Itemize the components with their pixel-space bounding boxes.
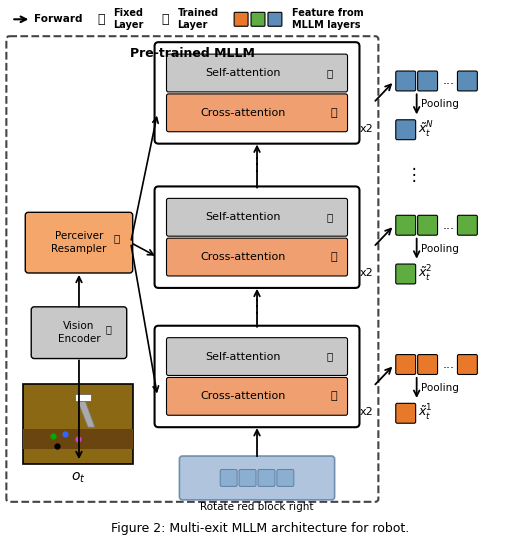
FancyBboxPatch shape [258, 469, 275, 486]
FancyBboxPatch shape [166, 54, 347, 92]
Text: 🔒: 🔒 [327, 351, 333, 362]
FancyBboxPatch shape [154, 326, 359, 427]
Bar [23, 385, 133, 464]
FancyBboxPatch shape [154, 42, 359, 144]
Text: Self-attention: Self-attention [205, 68, 281, 78]
FancyBboxPatch shape [251, 13, 265, 26]
FancyBboxPatch shape [166, 199, 347, 236]
FancyBboxPatch shape [239, 469, 256, 486]
FancyBboxPatch shape [25, 212, 133, 273]
Text: Cross-attention: Cross-attention [200, 252, 285, 262]
FancyBboxPatch shape [418, 71, 437, 91]
Text: x2: x2 [359, 407, 373, 417]
Text: ⋮: ⋮ [406, 166, 422, 184]
FancyBboxPatch shape [277, 469, 294, 486]
Text: Perceiver
Resampler: Perceiver Resampler [51, 231, 107, 254]
FancyBboxPatch shape [396, 215, 415, 235]
Text: $\tilde{x}_t^1$: $\tilde{x}_t^1$ [418, 403, 433, 423]
FancyBboxPatch shape [396, 264, 415, 284]
Text: Vision
Encoder: Vision Encoder [58, 322, 100, 344]
Text: $\tilde{x}_t^2$: $\tilde{x}_t^2$ [418, 264, 433, 284]
FancyBboxPatch shape [154, 187, 359, 288]
Text: ...: ... [443, 75, 455, 88]
Text: $\tilde{x}_t^N$: $\tilde{x}_t^N$ [418, 120, 434, 140]
FancyBboxPatch shape [458, 355, 477, 374]
FancyBboxPatch shape [179, 456, 334, 500]
Text: 🔥: 🔥 [330, 391, 337, 401]
Text: Pooling: Pooling [421, 244, 459, 254]
Text: Self-attention: Self-attention [205, 351, 281, 362]
Text: ...: ... [443, 219, 455, 232]
FancyBboxPatch shape [166, 378, 347, 415]
Text: 🔒: 🔒 [327, 212, 333, 222]
Text: ...: ... [443, 358, 455, 371]
FancyBboxPatch shape [166, 94, 347, 132]
FancyBboxPatch shape [458, 71, 477, 91]
FancyBboxPatch shape [418, 215, 437, 235]
Bar [23, 429, 133, 449]
Text: ⋮: ⋮ [248, 298, 266, 316]
Text: Cross-attention: Cross-attention [200, 391, 285, 401]
FancyBboxPatch shape [31, 307, 127, 358]
FancyBboxPatch shape [396, 71, 415, 91]
FancyBboxPatch shape [234, 13, 248, 26]
Text: 🔥: 🔥 [330, 252, 337, 262]
FancyBboxPatch shape [6, 36, 379, 502]
Text: ⋮: ⋮ [248, 156, 266, 174]
Text: $o_t$: $o_t$ [71, 471, 85, 485]
Text: Pooling: Pooling [421, 100, 459, 109]
Text: Rotate red block right: Rotate red block right [200, 502, 314, 512]
Bar [75, 394, 91, 401]
Text: x2: x2 [359, 268, 373, 278]
FancyBboxPatch shape [418, 355, 437, 374]
Text: 🔥: 🔥 [114, 234, 120, 244]
Text: 🔒: 🔒 [327, 68, 333, 78]
Text: 🔥: 🔥 [162, 13, 169, 26]
Text: Cross-attention: Cross-attention [200, 108, 285, 118]
Text: Forward: Forward [34, 14, 83, 24]
Text: 🔒: 🔒 [97, 13, 105, 26]
FancyBboxPatch shape [268, 13, 282, 26]
Polygon shape [75, 394, 95, 427]
Text: Pre-trained MLLM: Pre-trained MLLM [130, 47, 255, 60]
Text: Trained
Layer: Trained Layer [177, 9, 218, 30]
FancyBboxPatch shape [396, 355, 415, 374]
FancyBboxPatch shape [458, 215, 477, 235]
Text: Self-attention: Self-attention [205, 212, 281, 222]
FancyBboxPatch shape [396, 403, 415, 423]
FancyBboxPatch shape [166, 338, 347, 375]
Text: Pooling: Pooling [421, 383, 459, 393]
Text: 🔒: 🔒 [106, 324, 112, 333]
FancyBboxPatch shape [220, 469, 237, 486]
Text: x2: x2 [359, 123, 373, 134]
Text: 🔥: 🔥 [330, 108, 337, 118]
Text: Fixed
Layer: Fixed Layer [113, 9, 143, 30]
Text: Figure 2: Multi-exit MLLM architecture for robot.: Figure 2: Multi-exit MLLM architecture f… [111, 522, 409, 535]
FancyBboxPatch shape [166, 238, 347, 276]
Text: Feature from
MLLM layers: Feature from MLLM layers [292, 9, 363, 30]
FancyBboxPatch shape [396, 120, 415, 140]
